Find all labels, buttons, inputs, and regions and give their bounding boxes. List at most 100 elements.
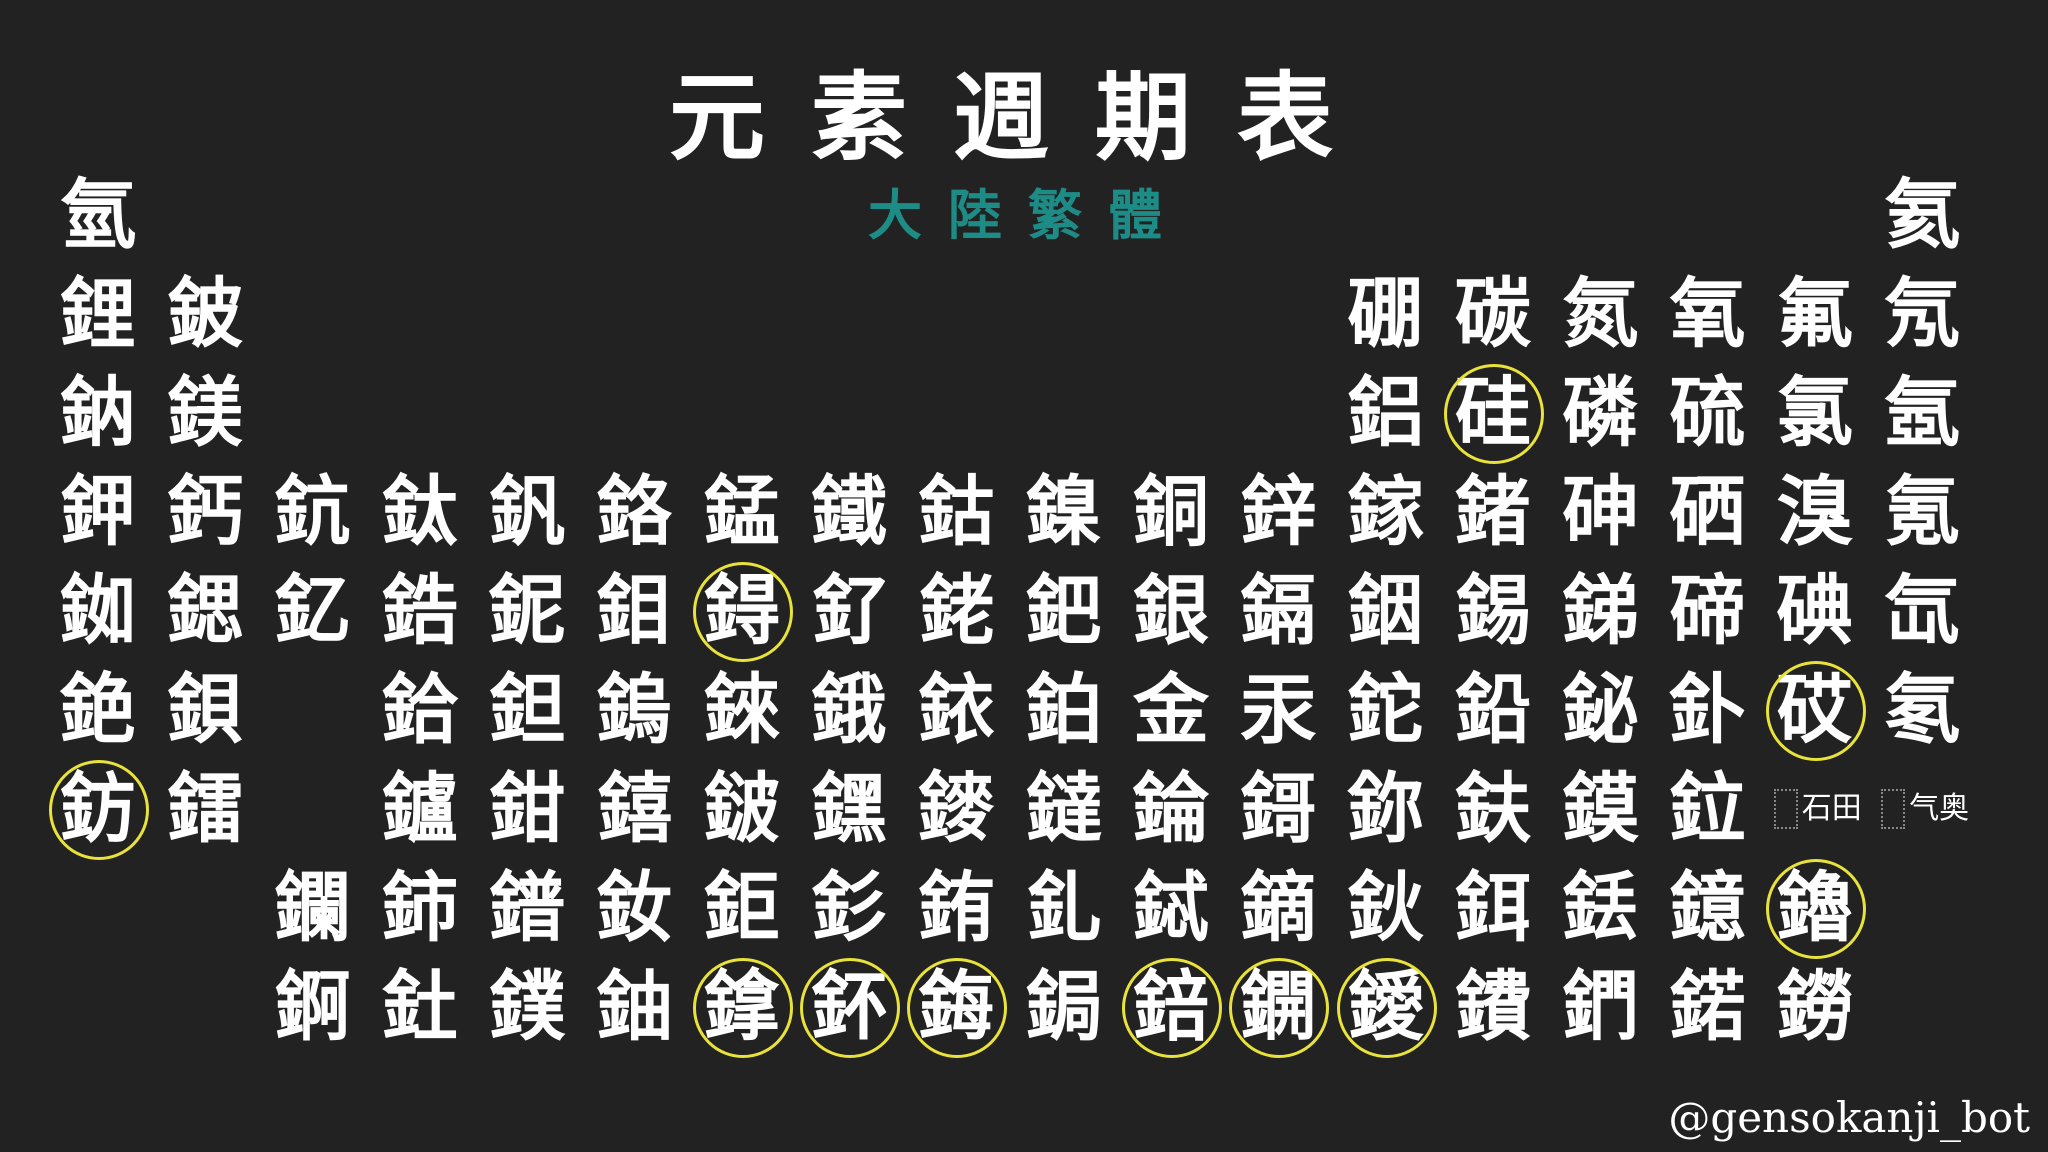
element-cell: 碳: [1454, 269, 1531, 358]
element-cell: 鋅: [1240, 467, 1317, 556]
element-cell: 鈰: [381, 863, 458, 952]
element-cell: 鍶: [167, 566, 244, 655]
element-cell: 硒: [1669, 467, 1746, 556]
element-cell: 鈥: [1347, 863, 1424, 952]
element-cell: 銻: [1562, 566, 1639, 655]
element-cell: 鎘: [1240, 566, 1317, 655]
element-cell: 鋯: [381, 566, 458, 655]
element-cell: 鐿: [1669, 863, 1746, 952]
element-cell: 溴: [1776, 467, 1853, 556]
element-cell: 䥑: [918, 764, 995, 853]
element-cell: 銀: [1133, 566, 1209, 655]
element-cell: 錳: [703, 467, 780, 556]
element-cell: 銫: [60, 665, 136, 754]
element-cell: 硫: [1669, 368, 1746, 457]
element-cell: 砷: [1562, 467, 1639, 556]
element-cell: 鉑: [1025, 665, 1102, 754]
element-cell: 鉿: [381, 665, 458, 754]
element-cell: 錫: [1454, 566, 1531, 655]
element-cell-highlighted: 鋂: [904, 958, 1008, 1058]
element-cell: 鈮: [489, 566, 566, 655]
element-cell: 石田: [1763, 764, 1873, 854]
element-cell: 硼: [1347, 269, 1424, 358]
element-cell: 氟: [1776, 269, 1853, 358]
element-cell: 釓: [1025, 863, 1102, 952]
element-cell: 鏷: [489, 962, 566, 1051]
element-cell: 鎳: [1025, 467, 1102, 556]
element-cell: 釤: [811, 863, 888, 952]
element-cell: 鉨: [1347, 764, 1424, 853]
element-cell: 氙: [1884, 566, 1961, 655]
missing-glyph-box: [1773, 789, 1798, 829]
element-cell: 鑪: [381, 764, 458, 853]
element-cell: 碲: [1669, 566, 1746, 655]
element-cell-highlighted: 鎿: [690, 958, 794, 1058]
element-cell: 𨭆: [811, 764, 888, 853]
element-cell: 鈦: [381, 467, 458, 556]
element-cell: 鐽: [1025, 764, 1102, 853]
page-subtitle: 大陸繁體: [868, 183, 1188, 247]
element-cell: 氪: [1884, 467, 1961, 556]
element-cell: 鏑: [1240, 863, 1317, 952]
element-cell: 鈧: [274, 467, 351, 556]
element-cell: 釙: [1669, 665, 1746, 754]
element-cell: 鉛: [1454, 665, 1531, 754]
element-cell: 鎢: [596, 665, 673, 754]
element-cell: 釕: [811, 566, 888, 655]
element-cell: 𨭎: [596, 764, 673, 853]
element-cell: 鉈: [1347, 665, 1424, 754]
element-cell: 汞: [1240, 665, 1317, 754]
element-cell: 氦: [1884, 170, 1961, 259]
element-cell-highlighted: 鑀: [1334, 958, 1438, 1058]
element-cell-highlighted: 鍀: [690, 562, 794, 662]
element-cell: 鈹: [167, 269, 244, 358]
element-cell: 鍩: [1669, 962, 1746, 1051]
element-cell: 鍺: [1454, 467, 1531, 556]
element-cell: 鉗: [489, 764, 566, 853]
element-cell: 銣: [60, 566, 136, 655]
element-cell: 鈇: [1454, 764, 1531, 853]
element-cell: 錸: [703, 665, 780, 754]
element-cell: 鉝: [1669, 764, 1746, 853]
element-cell: 釷: [381, 962, 458, 1051]
element-cell: 鉺: [1454, 863, 1531, 952]
missing-glyph-box: [1881, 789, 1906, 829]
element-cell: 銪: [918, 863, 995, 952]
element-cell: 鋰: [60, 269, 136, 358]
element-cell: 鎂: [167, 368, 244, 457]
element-cell: 鉀: [60, 467, 136, 556]
element-cell: 磷: [1562, 368, 1639, 457]
element-cell: 銩: [1562, 863, 1639, 952]
element-cell: 鈷: [918, 467, 995, 556]
element-cell: 鉭: [489, 665, 566, 754]
element-cell: 鏌: [1562, 764, 1639, 853]
element-cell: 氧: [1669, 269, 1746, 358]
element-cell: 鑭: [274, 863, 351, 952]
element-cell: 銅: [1133, 467, 1209, 556]
element-cell: 鐒: [1776, 962, 1853, 1051]
element-cell: 鉍: [1562, 665, 1639, 754]
element-cell: 銥: [918, 665, 995, 754]
element-cell: 氮: [1562, 269, 1639, 358]
element-cell: 鐳: [167, 764, 244, 853]
element-cell-highlighted: 鈈: [797, 958, 901, 1058]
element-cell-highlighted: 鐦: [1226, 958, 1330, 1058]
element-cell: 鉬: [596, 566, 673, 655]
element-cell: 鈣: [167, 467, 244, 556]
element-cell: 釔: [274, 566, 351, 655]
element-cell-highlighted: 硅: [1441, 364, 1545, 464]
element-cell: 鈉: [60, 368, 136, 457]
element-cell: 鎶: [1240, 764, 1317, 853]
page-title: 元素週期表: [669, 61, 1379, 174]
element-cell: 气奥: [1870, 764, 1980, 854]
element-cell: 鉻: [596, 467, 673, 556]
element-cell-highlighted: 砹: [1763, 661, 1867, 761]
element-cell-highlighted: 鑥: [1763, 859, 1867, 959]
element-cell: 氡: [1884, 665, 1961, 754]
element-cell: 鐠: [489, 863, 566, 952]
element-cell: 氫: [60, 170, 136, 259]
element-cell: 𨨏: [703, 764, 780, 853]
element-cell: 錒: [274, 962, 351, 1051]
watermark-handle: @gensokanji_bot: [1668, 1093, 2030, 1142]
